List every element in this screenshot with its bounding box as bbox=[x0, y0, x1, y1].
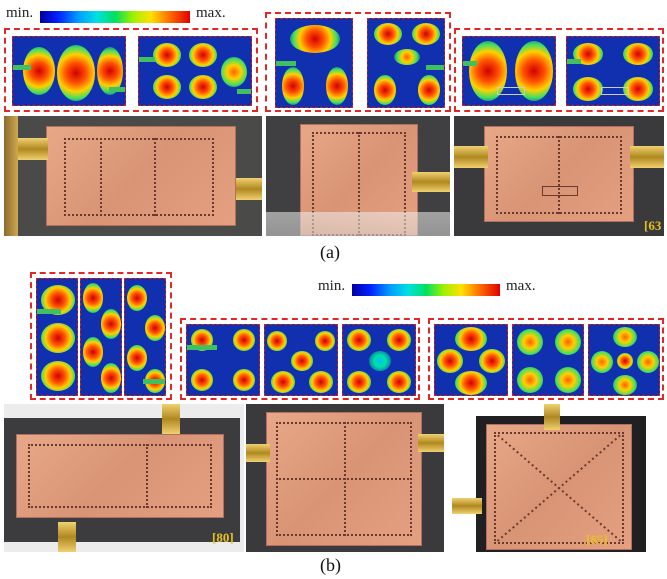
photo-a-2 bbox=[266, 116, 450, 236]
reference-label-b-right: [85] bbox=[586, 532, 608, 547]
field-plot-5a bbox=[186, 324, 260, 396]
field-plot-6a bbox=[434, 324, 508, 396]
field-group-3 bbox=[454, 28, 664, 112]
reference-label-a: [63 bbox=[644, 218, 662, 233]
colorbar-b bbox=[352, 284, 500, 296]
field-plot-4b bbox=[80, 278, 122, 396]
field-plot-6c bbox=[588, 324, 660, 396]
field-plot-2a bbox=[275, 18, 353, 108]
diagonal-vias bbox=[494, 432, 624, 544]
scale-min-label-b: min. bbox=[318, 278, 346, 294]
photo-b-3 bbox=[448, 404, 664, 552]
field-plot-4c bbox=[124, 278, 166, 396]
field-group-5 bbox=[180, 318, 420, 400]
field-group-6 bbox=[428, 318, 664, 400]
field-plot-6b bbox=[512, 324, 584, 396]
field-plot-4a bbox=[36, 278, 78, 396]
field-plot-2b bbox=[367, 18, 445, 108]
field-plot-3a bbox=[462, 36, 556, 106]
caption-a: (a) bbox=[320, 242, 340, 262]
reference-label-b-left: [80] bbox=[212, 530, 234, 545]
field-plot-5b bbox=[264, 324, 338, 396]
field-plot-1b bbox=[138, 36, 252, 106]
photo-a-3 bbox=[454, 116, 664, 236]
photo-b-1 bbox=[4, 404, 244, 552]
field-group-1 bbox=[4, 28, 258, 112]
field-plot-1a bbox=[12, 36, 126, 106]
field-group-4 bbox=[30, 272, 172, 400]
photo-b-2 bbox=[246, 404, 444, 552]
scale-min-label-a: min. bbox=[6, 5, 34, 21]
photo-a-1 bbox=[4, 116, 262, 236]
caption-b: (b) bbox=[320, 555, 341, 575]
colorbar-a bbox=[40, 11, 190, 23]
scale-max-label-b: max. bbox=[506, 278, 536, 294]
field-plot-3b bbox=[566, 36, 660, 106]
scale-max-label-a: max. bbox=[196, 5, 226, 21]
field-plot-5c bbox=[342, 324, 416, 396]
field-group-2 bbox=[265, 12, 451, 112]
